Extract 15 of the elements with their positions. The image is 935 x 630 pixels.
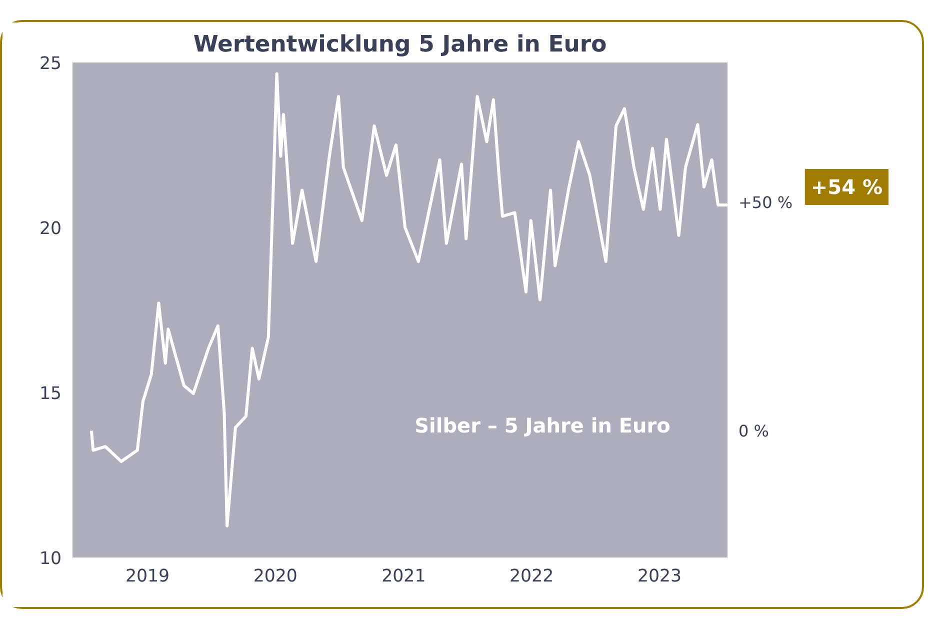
x-tick-label: 2022 — [510, 566, 554, 586]
x-tick-label: 2020 — [253, 566, 298, 586]
line-series — [90, 72, 728, 528]
y-tick-label: 15 — [39, 384, 62, 404]
x-tick-label: 2019 — [125, 566, 170, 586]
x-tick-label: 2023 — [637, 566, 682, 586]
text: +54 % — [810, 175, 882, 200]
y2-tick-label: 0 % — [738, 421, 769, 440]
chart-title: Wertentwicklung 5 Jahre in Euro — [193, 32, 607, 58]
x-tick-label: 2021 — [382, 566, 426, 586]
y2-tick-label: +50 % — [738, 192, 793, 212]
y-tick-label: 20 — [39, 219, 62, 239]
annotation: Silber – 5 Jahre in Euro — [414, 414, 670, 438]
y-tick-label: 25 — [39, 54, 62, 74]
y-tick-label: 10 — [39, 549, 62, 569]
